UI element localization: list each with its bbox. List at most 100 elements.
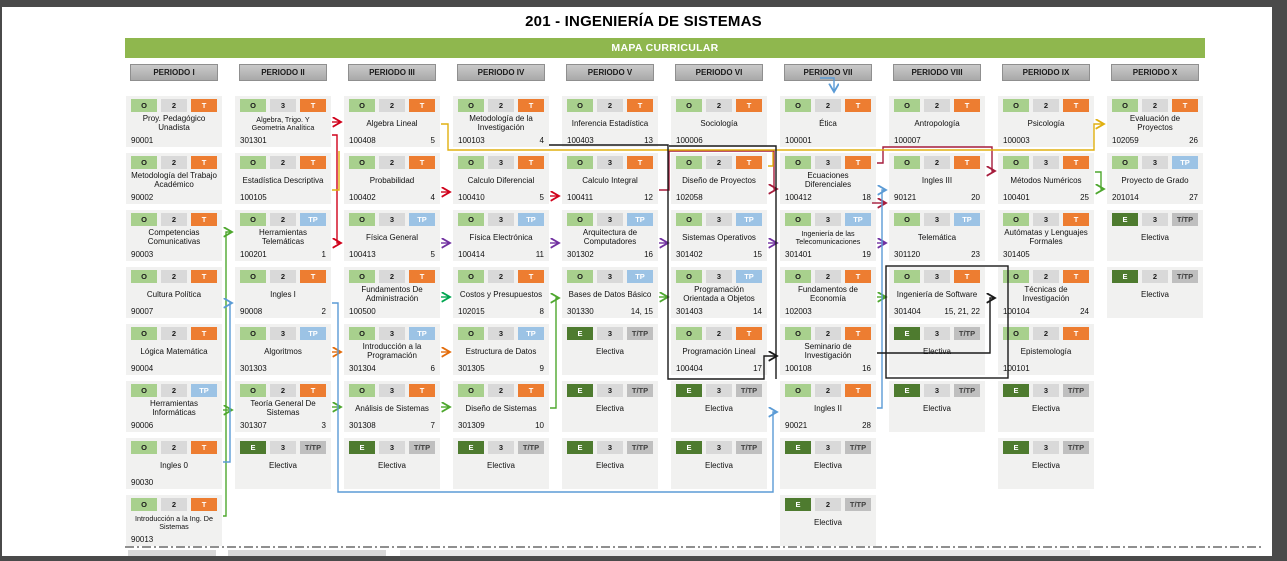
mode-badge: T: [409, 270, 435, 283]
type-badge: E: [676, 384, 702, 397]
type-badge: O: [131, 441, 157, 454]
mode-badge: T: [191, 327, 217, 340]
credits-badge: 3: [488, 213, 514, 226]
course-meta: [567, 478, 653, 487]
course-name: Calculo Diferencial: [467, 175, 535, 185]
course-card: O 2 T Estadística Descriptiva 100105: [235, 153, 331, 204]
course-meta: [1003, 421, 1089, 430]
mode-badge: T/TP: [1172, 213, 1198, 226]
course-seq: 25: [1080, 193, 1089, 202]
type-badge: O: [131, 156, 157, 169]
course-card: O 3 TP Algoritmos 301303: [235, 324, 331, 375]
course-name: Evaluación de Proyectos: [1129, 114, 1181, 132]
credits-badge: 2: [815, 384, 841, 397]
course-card: O 2 T Ingles I 90008 2: [235, 267, 331, 318]
type-badge: O: [894, 156, 920, 169]
mode-badge: T: [518, 99, 544, 112]
course-name: Arquitectura de Computadores: [582, 228, 638, 246]
course-seq: 2: [321, 307, 326, 316]
course-name: Sistemas Operativos: [682, 232, 756, 242]
course-meta: 90021 28: [785, 421, 871, 430]
mode-badge: T: [191, 270, 217, 283]
badge-row: O 3 TP: [676, 213, 762, 226]
type-badge: O: [676, 99, 702, 112]
type-badge: O: [1112, 99, 1138, 112]
elective-card: E 3 T/TP Electiva: [562, 438, 658, 489]
mode-badge: TP: [300, 213, 326, 226]
course-seq: 20: [971, 193, 980, 202]
course-card: O 2 T Teoría General De Sistemas 301307 3: [235, 381, 331, 432]
mode-badge: TP: [409, 213, 435, 226]
credits-badge: 2: [161, 270, 187, 283]
credits-badge: 2: [488, 99, 514, 112]
period-header: PERIODO VI: [675, 64, 763, 81]
mode-badge: TP: [954, 213, 980, 226]
course-name: Ingeniería de Software: [896, 289, 978, 299]
course-seq: 17: [753, 364, 762, 373]
credits-badge: 2: [379, 270, 405, 283]
badge-row: E 3 T/TP: [567, 384, 653, 397]
course-card: O 3 TP Telemática 301120 23: [889, 210, 985, 261]
credits-badge: 3: [270, 99, 296, 112]
course-meta: [1003, 478, 1089, 487]
course-name: Electiva: [922, 346, 951, 356]
course-meta: 301305 9: [458, 364, 544, 373]
course-card: O 2 T Fundamentos de Economía 102003: [780, 267, 876, 318]
period-header: PERIODO IX: [1002, 64, 1090, 81]
type-badge: O: [349, 213, 375, 226]
course-card: O 3 TP Bases de Datos Básico 301330 14, 15: [562, 267, 658, 318]
course-card: O 2 T Metodología de la Investigación 100103…: [453, 96, 549, 147]
period-header: PERIODO IV: [457, 64, 545, 81]
mode-badge: T: [409, 99, 435, 112]
type-badge: O: [567, 156, 593, 169]
course-card: O 3 TP Programación Orientada a Objetos 3014…: [671, 267, 767, 318]
course-meta: 100104 24: [1003, 307, 1089, 316]
course-code: 90021: [785, 421, 808, 430]
course-code: 301308: [349, 421, 376, 430]
course-seq: 19: [862, 250, 871, 259]
course-meta: 102003: [785, 307, 871, 316]
elective-card: E 3 T/TP Electiva: [780, 438, 876, 489]
course-name: Metodología del Trabajo Académico: [131, 171, 217, 189]
badge-row: O 3 TP: [1112, 156, 1198, 169]
course-meta: 90002: [131, 193, 217, 202]
course-code: 301403: [676, 307, 703, 316]
course-name: Física Electrónica: [469, 232, 533, 242]
course-name: Ingeniería de las Telecomunicaciones: [795, 228, 861, 246]
course-name: Herramientas Informáticas: [149, 399, 198, 417]
type-badge: O: [676, 270, 702, 283]
type-badge: O: [1003, 213, 1029, 226]
type-badge: E: [1112, 213, 1138, 226]
badge-row: O 3 TP: [349, 327, 435, 340]
course-name: Electiva: [704, 460, 733, 470]
course-code: 301304: [349, 364, 376, 373]
type-badge: O: [1112, 156, 1138, 169]
credits-badge: 2: [379, 99, 405, 112]
mode-badge: T: [191, 441, 217, 454]
mode-badge: T: [627, 156, 653, 169]
course-seq: 14, 15: [630, 307, 653, 316]
type-badge: E: [676, 441, 702, 454]
course-code: 100402: [349, 193, 376, 202]
credits-badge: 3: [924, 213, 950, 226]
legend-stub: [128, 550, 216, 556]
badge-row: E 3 T/TP: [676, 384, 762, 397]
type-badge: O: [240, 270, 266, 283]
elective-card: E 3 T/TP Electiva: [671, 381, 767, 432]
mode-badge: TP: [518, 213, 544, 226]
course-seq: 18: [862, 193, 871, 202]
badge-row: O 3 TP: [240, 327, 326, 340]
course-name: Bases de Datos Básico: [568, 289, 652, 299]
credits-badge: 2: [815, 327, 841, 340]
course-code: 90002: [131, 193, 154, 202]
course-code: 90003: [131, 250, 154, 259]
period-header: PERIODO X: [1111, 64, 1199, 81]
mode-badge: T: [627, 99, 653, 112]
type-badge: O: [785, 99, 811, 112]
type-badge: O: [131, 384, 157, 397]
mode-badge: TP: [300, 327, 326, 340]
